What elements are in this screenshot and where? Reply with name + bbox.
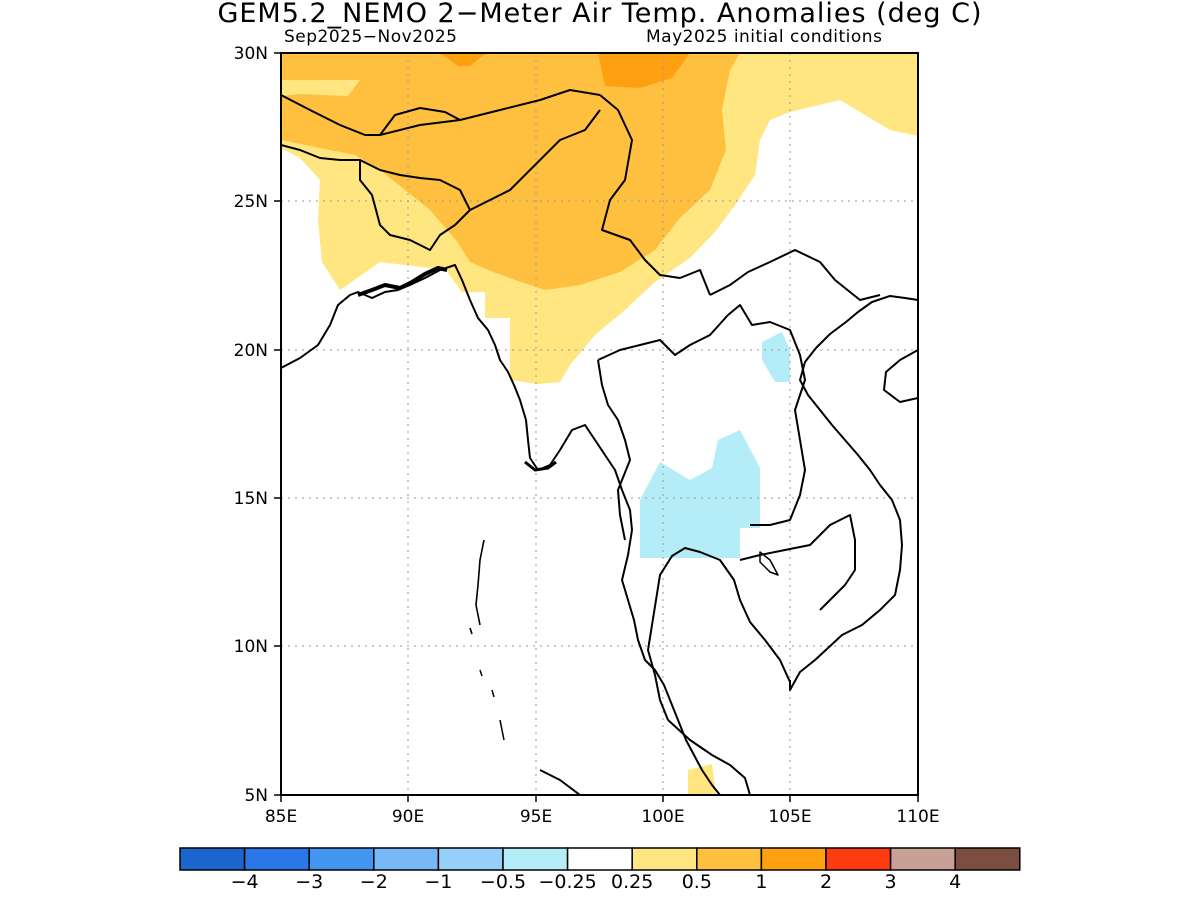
- colorbar-swatch: [243, 847, 310, 871]
- tick-marks: [274, 52, 919, 802]
- sumatra-coast: [539, 769, 581, 795]
- colorbar-label: 2: [820, 871, 832, 893]
- plot-frame: [280, 52, 919, 796]
- hainan-coast: [883, 349, 918, 403]
- coastlines-borders: [281, 89, 918, 795]
- colorbar-swatch: [825, 847, 892, 871]
- colorbar-swatch: [502, 847, 569, 871]
- coastline-india-bangladesh: [281, 264, 721, 795]
- x-tick-label: 100E: [641, 807, 684, 827]
- anomaly-shading: [281, 53, 918, 795]
- initial-conditions: May2025 initial conditions: [646, 27, 883, 47]
- x-tick-label: 90E: [392, 807, 424, 827]
- tonle-sap-lake: [759, 551, 779, 576]
- colorbar: −4 −3 −2 −1 −0.5 −0.25 0.25 0.5 1 2 3 4: [179, 847, 1021, 893]
- border-cambodia: [739, 514, 856, 611]
- lat-lon-grid: [281, 53, 918, 795]
- x-tick-label: 95E: [520, 807, 552, 827]
- irrawaddy-delta: [524, 460, 557, 472]
- coastline-vietnam: [789, 295, 918, 691]
- colorbar-label: −3: [295, 871, 323, 893]
- colorbar-swatch: [566, 847, 633, 871]
- border-northeast-india: [379, 89, 601, 211]
- colorbar-swatch: [179, 847, 246, 871]
- anomaly-region-warm-medium: [281, 53, 740, 290]
- colorbar-swatch: [437, 847, 504, 871]
- border-myanmar-china: [599, 94, 711, 296]
- colorbar-swatch: [631, 847, 698, 871]
- colorbar-label: −2: [360, 871, 388, 893]
- map-title: GEM5.2_NEMO 2−Meter Air Temp. Anomalies …: [217, 0, 983, 29]
- y-tick-label: 20N: [234, 341, 268, 361]
- y-tick-label: 15N: [234, 489, 268, 509]
- anomaly-notch-light: [281, 80, 360, 96]
- colorbar-label: −1: [424, 871, 452, 893]
- andaman-islands: [469, 539, 485, 635]
- colorbar-label: 0.5: [682, 871, 712, 893]
- colorbar-label: 1: [755, 871, 767, 893]
- colorbar-swatch: [954, 847, 1021, 871]
- border-laos-vietnam: [709, 249, 881, 301]
- coastline-malay-east: [667, 719, 751, 795]
- colorbar-label: 4: [949, 871, 961, 893]
- x-tick-label: 85E: [265, 807, 297, 827]
- colorbar-label: −4: [231, 871, 259, 893]
- x-tick-label: 110E: [896, 807, 939, 827]
- colorbar-label: −0.25: [538, 871, 596, 893]
- border-myanmar-thailand: [597, 359, 631, 541]
- anomaly-region-warm-strong-1: [598, 53, 690, 88]
- coastline-gulf-of-thailand: [647, 547, 791, 721]
- colorbar-swatch: [889, 847, 956, 871]
- colorbar-label: −0.5: [480, 871, 526, 893]
- colorbar-label: 0.25: [611, 871, 653, 893]
- y-tick-label: 5N: [244, 786, 268, 806]
- border-india-west: [281, 144, 360, 161]
- forecast-period: Sep2025−Nov2025: [284, 27, 458, 47]
- x-tick-label: 105E: [768, 807, 811, 827]
- nicobar-islands: [479, 669, 505, 741]
- anomaly-region-warm-strong-2: [440, 53, 486, 66]
- border-bhutan-nepal: [281, 94, 461, 136]
- anomaly-region-cool-laos: [762, 332, 790, 382]
- colorbar-swatch: [760, 847, 827, 871]
- colorbar-swatch: [308, 847, 375, 871]
- border-bangladesh: [359, 159, 471, 251]
- ganges-delta: [357, 266, 448, 297]
- colorbar-swatch: [373, 847, 440, 871]
- border-thailand-laos: [597, 304, 806, 526]
- colorbar-swatch: [696, 847, 763, 871]
- anomaly-region-warm-malay: [688, 764, 716, 795]
- y-tick-label: 25N: [234, 192, 268, 212]
- x-axis-labels: 85E 90E 95E 100E 105E 110E: [265, 807, 940, 827]
- y-tick-label: 10N: [234, 637, 268, 657]
- y-axis-labels: 5N 10N 15N 20N 25N 30N: [234, 44, 268, 806]
- anomaly-region-cool-thailand: [640, 430, 760, 558]
- y-tick-label: 30N: [234, 44, 268, 64]
- colorbar-label: 3: [885, 871, 897, 893]
